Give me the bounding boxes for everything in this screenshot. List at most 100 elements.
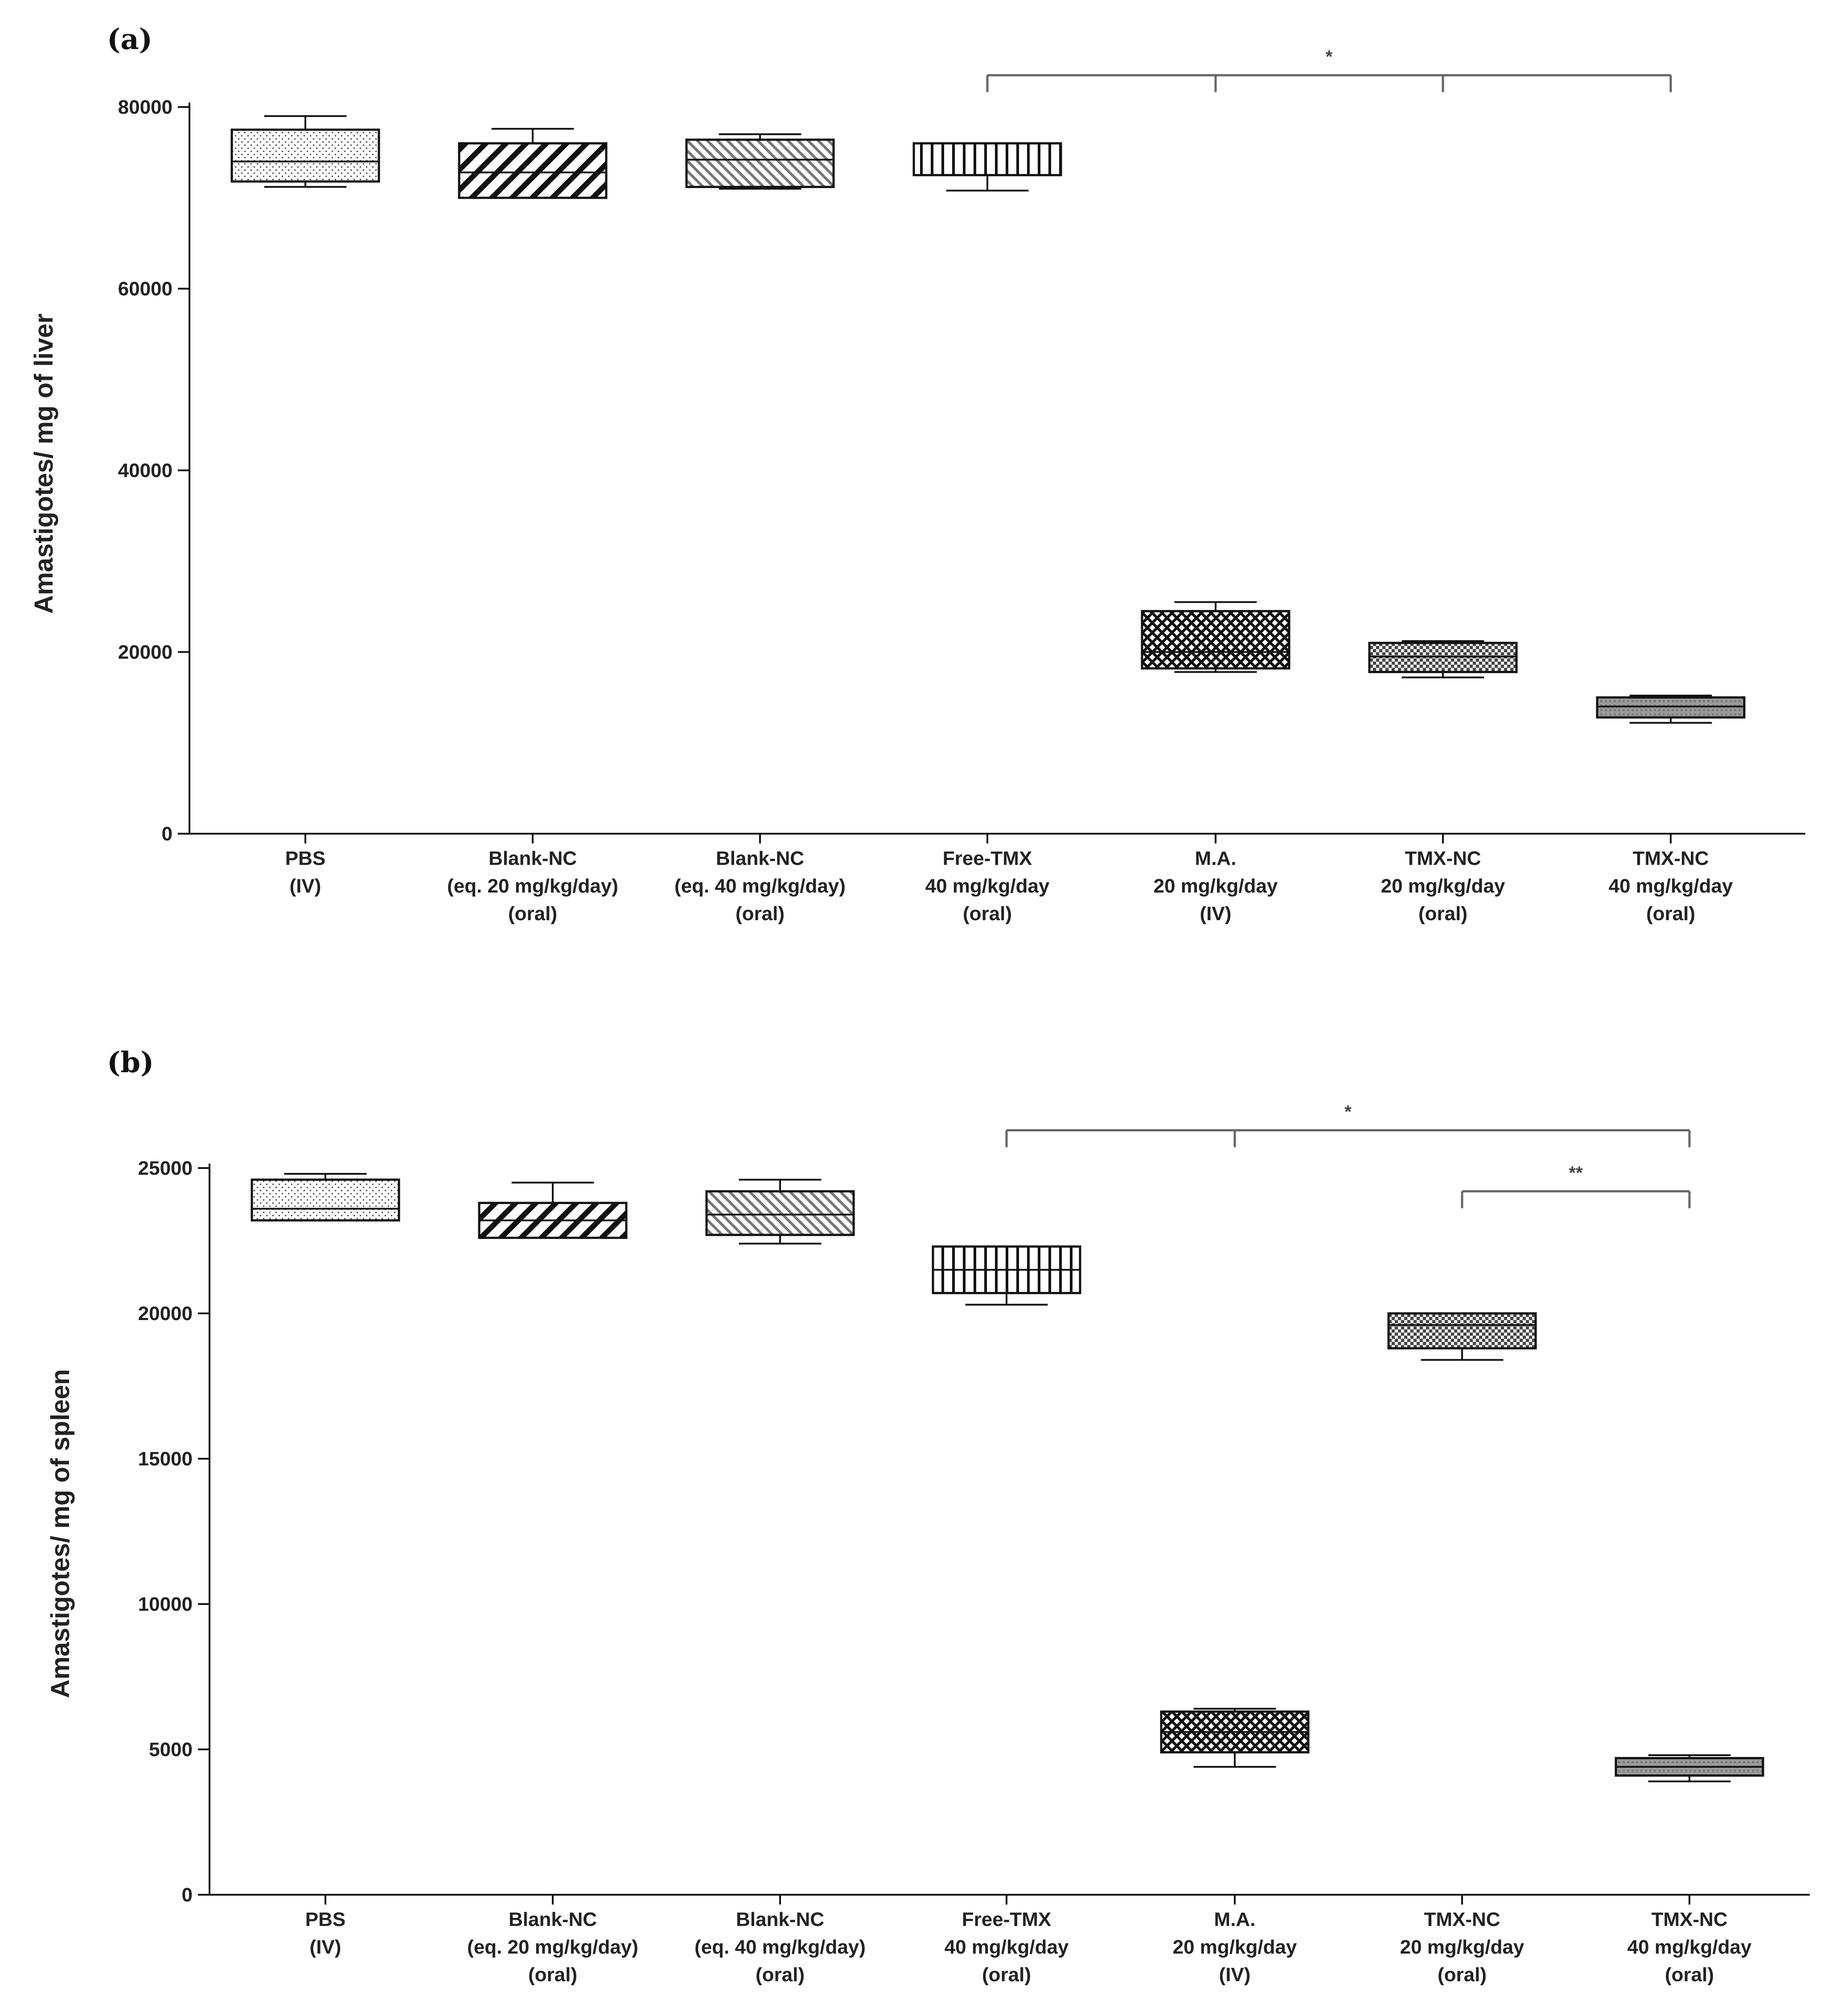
significance-label: *	[1344, 1102, 1352, 1122]
category-label-line: 40 mg/kg/day	[1609, 875, 1733, 897]
significance-bracket: **	[1461, 1163, 1691, 1209]
category-label-line: 20 mg/kg/day	[1400, 1936, 1525, 1958]
category-label-line: (eq. 40 mg/kg/day)	[674, 875, 846, 897]
y-tick-label: 0	[182, 1884, 193, 1906]
category-label: TMX-NC 40 mg/kg/day (oral)	[1609, 848, 1733, 925]
y-tick-label: 20000	[118, 642, 173, 663]
category-label-line: Free-TMX	[943, 848, 1032, 869]
category-label-line: 40 mg/kg/day	[1627, 1936, 1752, 1958]
category-label: TMX-NC 40 mg/kg/day (oral)	[1627, 1909, 1752, 1986]
category-label: M.A. 20 mg/kg/day (IV)	[1173, 1909, 1297, 1986]
box-plot	[705, 1179, 855, 1245]
box-iqr	[1368, 642, 1518, 673]
category-label-line: Blank-NC	[716, 848, 804, 869]
category-label: Blank-NC (eq. 40 mg/kg/day) (oral)	[694, 1909, 866, 1986]
box-plot	[1387, 1312, 1537, 1361]
box-iqr	[705, 1190, 855, 1236]
category-label-line: 20 mg/kg/day	[1154, 875, 1278, 897]
category-label-line: (eq. 20 mg/kg/day)	[467, 1936, 638, 1958]
category-label-line: M.A.	[1195, 848, 1237, 869]
box-iqr	[1387, 1312, 1537, 1349]
box-plot	[1615, 1754, 1764, 1782]
category-label-line: PBS	[285, 848, 325, 869]
y-tick-label: 20000	[138, 1303, 193, 1325]
box-plot	[230, 115, 380, 188]
y-tick-label: 25000	[138, 1157, 193, 1179]
y-axis-title: Amastigotes/ mg of liver	[29, 313, 58, 614]
category-label: PBS (IV)	[305, 1909, 345, 1958]
category-label-line: (eq. 40 mg/kg/day)	[694, 1936, 866, 1958]
category-label-line: 40 mg/kg/day	[925, 875, 1050, 897]
category-label-line: (oral)	[1418, 903, 1467, 925]
category-label-line: (oral)	[963, 903, 1012, 925]
category-label-line: (oral)	[756, 1964, 805, 1986]
category-label-line: 20 mg/kg/day	[1381, 875, 1505, 897]
category-label-line: TMX-NC	[1424, 1909, 1500, 1930]
category-label-line: TMX-NC	[1632, 848, 1709, 869]
category-label: TMX-NC 20 mg/kg/day (oral)	[1381, 848, 1505, 925]
box-plot	[912, 142, 1062, 192]
chart-panel-b: (b) Amastigotes/ mg of spleen 0 5000 10000…	[46, 1046, 1810, 1986]
category-label-line: (IV)	[290, 875, 321, 897]
panel-label: (a)	[107, 23, 152, 56]
y-tick-label: 80000	[118, 96, 173, 118]
category-label-line: (IV)	[1200, 903, 1232, 925]
category-label-line: TMX-NC	[1405, 848, 1481, 869]
y-tick-label: 15000	[138, 1448, 193, 1470]
box-plot	[1160, 1707, 1310, 1768]
category-label-line: M.A.	[1214, 1909, 1256, 1930]
category-label-line: (oral)	[1438, 1964, 1487, 1986]
box-plot	[1596, 695, 1746, 724]
box-plot	[932, 1245, 1081, 1306]
category-label-line: 40 mg/kg/day	[945, 1936, 1069, 1958]
category-label: M.A. 20 mg/kg/day (IV)	[1154, 848, 1278, 925]
category-label-line: (oral)	[736, 903, 785, 925]
category-label-line: (oral)	[1646, 903, 1695, 925]
box-iqr	[251, 1178, 400, 1222]
category-label-line: Free-TMX	[962, 1909, 1051, 1930]
y-tick-label: 5000	[149, 1739, 193, 1761]
category-label-line: (oral)	[508, 903, 557, 925]
box-iqr	[1141, 610, 1290, 670]
category-label: Blank-NC (eq. 40 mg/kg/day) (oral)	[674, 848, 846, 925]
category-label-line: (oral)	[528, 1964, 577, 1986]
y-tick-label: 10000	[138, 1593, 193, 1615]
box-plot	[458, 128, 608, 199]
box-plot	[685, 133, 835, 190]
category-label-line: 20 mg/kg/day	[1173, 1936, 1297, 1958]
category-label-line: Blank-NC	[736, 1909, 824, 1930]
category-label-line: PBS	[305, 1909, 345, 1930]
significance-bracket: *	[986, 47, 1672, 92]
box-iqr	[458, 142, 608, 199]
box-iqr	[1596, 696, 1746, 719]
category-label-line: Blank-NC	[489, 848, 577, 869]
category-label-line: (IV)	[310, 1936, 341, 1958]
box-plot	[1141, 601, 1290, 673]
box-plot	[1368, 640, 1518, 679]
box-plot	[251, 1173, 400, 1222]
category-label-line: (IV)	[1219, 1964, 1251, 1986]
y-tick-label: 40000	[118, 460, 173, 481]
significance-label: *	[1326, 47, 1333, 67]
box-iqr	[685, 138, 835, 188]
box-plot	[478, 1181, 628, 1239]
category-label-line: (oral)	[1665, 1964, 1714, 1986]
box-iqr	[912, 142, 1062, 177]
category-label: PBS (IV)	[285, 848, 325, 897]
box-iqr	[230, 128, 380, 183]
category-label-line: (eq. 20 mg/kg/day)	[447, 875, 618, 897]
category-label-line: TMX-NC	[1651, 1909, 1727, 1930]
significance-label: **	[1569, 1163, 1583, 1183]
panel-label: (b)	[107, 1046, 154, 1079]
chart-panel-a: (a) Amastigotes/ mg of liver 0 20000 40000…	[29, 23, 1805, 925]
category-label: Blank-NC (eq. 20 mg/kg/day) (oral)	[447, 848, 618, 925]
category-label-line: Blank-NC	[509, 1909, 597, 1930]
y-tick-label: 60000	[118, 278, 173, 300]
category-label: TMX-NC 20 mg/kg/day (oral)	[1400, 1909, 1525, 1986]
significance-bracket: *	[1005, 1102, 1691, 1148]
category-label: Free-TMX 40 mg/kg/day (oral)	[925, 848, 1050, 925]
y-tick-label: 0	[162, 823, 173, 845]
category-label-line: (oral)	[982, 1964, 1031, 1986]
y-axis-title: Amastigotes/ mg of spleen	[46, 1369, 75, 1698]
